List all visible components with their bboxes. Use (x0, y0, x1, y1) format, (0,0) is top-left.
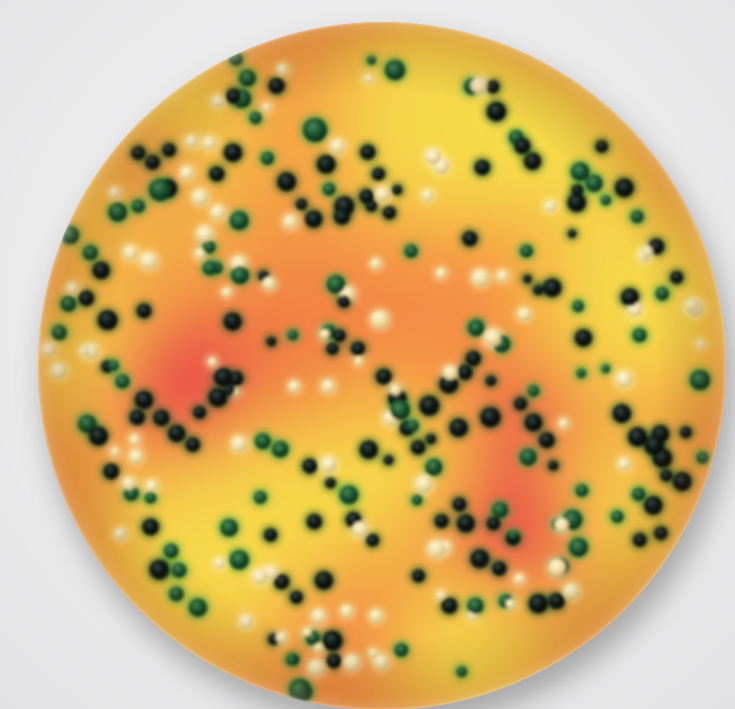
agar-plate (38, 22, 726, 709)
petri-dish (38, 22, 726, 709)
